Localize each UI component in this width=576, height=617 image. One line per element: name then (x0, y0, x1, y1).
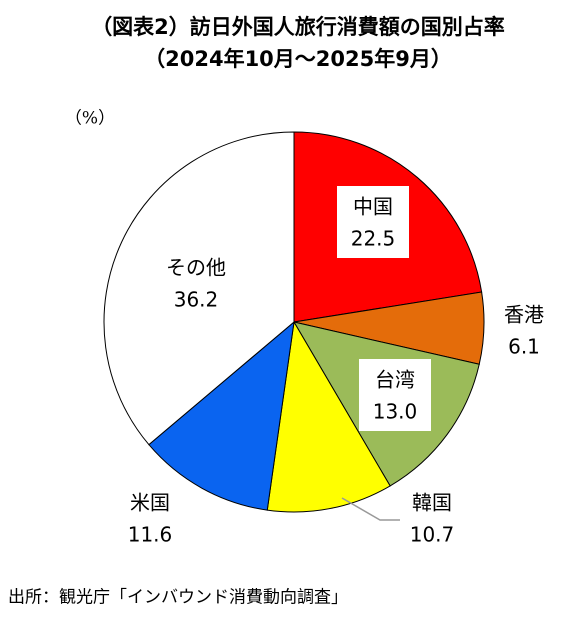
category-label: 中国 (353, 195, 393, 219)
value-label: 11.6 (128, 523, 173, 547)
pie-slice (266, 320, 391, 513)
category-label: 台湾 (375, 368, 415, 392)
chart-title: （図表2）訪日外国人旅行消費額の国別占率 (91, 15, 505, 39)
unit-label: （%） (65, 109, 115, 129)
pie-slice (103, 131, 295, 446)
value-label: 13.0 (373, 400, 418, 424)
source-note: 出所：観光庁「インバウンド消費動向調査」 (8, 588, 348, 608)
value-label: 10.7 (410, 523, 455, 547)
category-label: 韓国 (412, 491, 452, 515)
value-label: 36.2 (174, 288, 219, 312)
value-label: 22.5 (351, 227, 396, 251)
leader-line (341, 497, 400, 521)
pie-slice (148, 320, 295, 511)
chart-subtitle: （2024年10月～2025年9月） (144, 47, 452, 71)
category-label: 香港 (504, 303, 544, 327)
label-box (359, 359, 431, 431)
label-box (337, 186, 409, 258)
category-label: その他 (166, 256, 226, 280)
category-label: 米国 (130, 491, 170, 515)
value-label: 6.1 (508, 335, 540, 359)
